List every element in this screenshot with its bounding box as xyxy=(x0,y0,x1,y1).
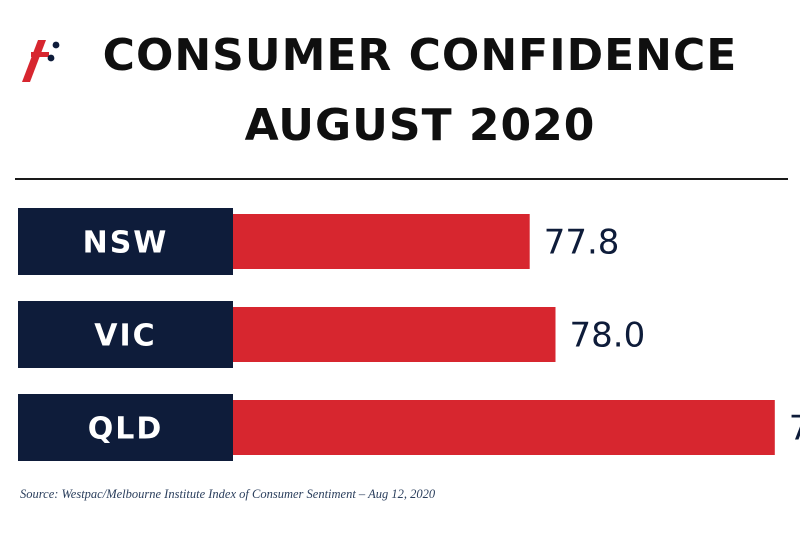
value-label-vic: 78.0 xyxy=(570,316,646,356)
source-note: Source: Westpac/Melbourne Institute Inde… xyxy=(20,487,436,501)
value-label-nsw: 77.8 xyxy=(544,223,620,263)
brand-logo-icon xyxy=(22,40,60,82)
chart-title-line-2: AUGUST 2020 xyxy=(244,100,596,151)
logo-dot-top xyxy=(52,41,60,49)
bar-vic xyxy=(233,307,556,362)
chart-title-line-1: CONSUMER CONFIDENCE xyxy=(102,30,738,81)
category-label-box xyxy=(18,301,233,368)
category-label-nsw: NSW xyxy=(83,226,169,261)
category-label-qld: QLD xyxy=(88,412,164,447)
logo-slash-shape xyxy=(22,40,46,82)
title-divider xyxy=(15,178,788,180)
bar-nsw xyxy=(233,214,530,269)
logo-bar-shape xyxy=(31,52,49,57)
value-label-qld: 79.7 xyxy=(789,409,800,449)
category-label-vic: VIC xyxy=(94,319,156,354)
logo-dot-bottom xyxy=(47,54,55,62)
category-label-box xyxy=(18,208,233,275)
bar-chart: NSW 77.8 VIC 78.0 QLD 79.7 xyxy=(18,208,800,461)
category-label-box xyxy=(18,394,233,461)
bar-qld xyxy=(233,400,775,455)
